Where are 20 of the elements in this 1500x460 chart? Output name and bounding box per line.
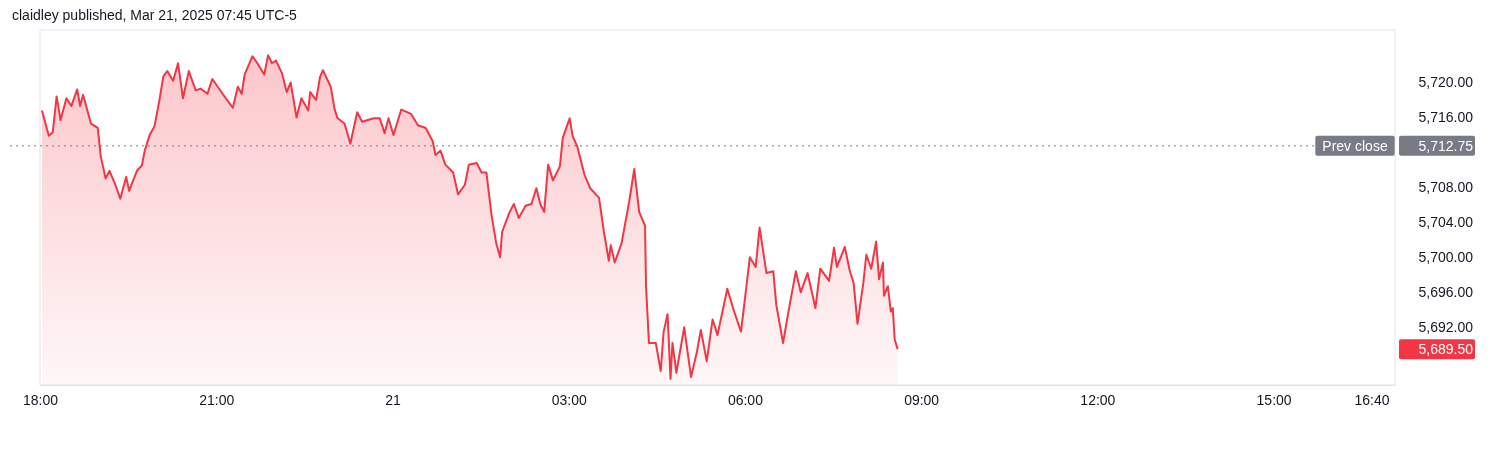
x-tick-label: 16:40 [1354,391,1390,408]
x-tick-label: 18:00 [22,391,59,408]
x-tick-label: 03:00 [551,391,587,408]
x-tick-label: 21 [385,391,401,408]
y-tick-label: 5,712.75 [1418,137,1474,154]
x-tick-label: 15:00 [1256,391,1292,408]
x-tick-label: 12:00 [1080,391,1116,408]
y-tick-label: 5,696.00 [1418,284,1474,301]
y-tick-label: 5,720.00 [1418,74,1474,91]
x-tick-label: 06:00 [727,391,764,408]
x-tick-label: 21:00 [199,391,235,408]
y-tick-label: 5,716.00 [1418,109,1474,126]
ref-line-label: Prev close [1322,137,1388,154]
y-tick-label: 5,708.00 [1418,179,1474,196]
x-tick-label: 09:00 [904,391,940,408]
y-tick-label: 5,689.50 [1418,341,1474,358]
y-tick-label: 5,704.00 [1418,214,1474,231]
chart-title: claidley published, Mar 21, 2025 07:45 UTC-5 [12,7,298,23]
y-tick-label: 5,692.00 [1418,319,1474,336]
y-tick-label: 5,700.00 [1418,249,1474,266]
